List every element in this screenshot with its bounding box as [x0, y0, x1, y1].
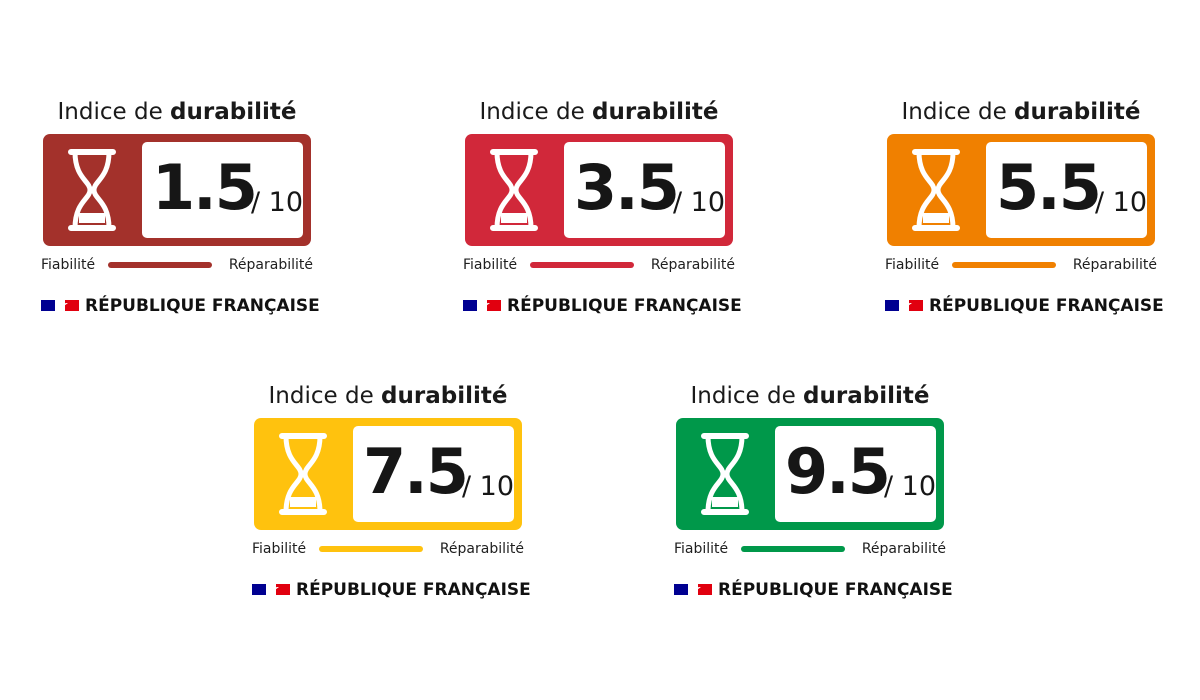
right-criterion: Réparabilité	[650, 257, 735, 273]
score-panel: 5.5 / 10	[986, 142, 1147, 238]
hourglass-icon	[701, 433, 749, 515]
republic-text: RÉPUBLIQUE FRANÇAISE	[296, 580, 531, 600]
republic-footer: RÉPUBLIQUE FRANÇAISE	[674, 580, 953, 600]
label-title: Indice de durabilité	[252, 381, 524, 411]
criteria-bar	[741, 546, 845, 552]
durability-label-1-5: Indice de durabilité 1.5 / 10 Fiabilité …	[41, 97, 320, 322]
score-value: 3.5	[574, 151, 680, 224]
score-value: 9.5	[785, 435, 891, 508]
title-strong: durabilité	[803, 383, 930, 409]
durability-label-5-5: Indice de durabilité 5.5 / 10 Fiabilité …	[885, 97, 1164, 322]
left-criterion: Fiabilité	[252, 541, 307, 557]
score-max: / 10	[673, 187, 726, 218]
hourglass-panel	[676, 418, 774, 530]
left-criterion: Fiabilité	[463, 257, 518, 273]
title-prefix: Indice de	[268, 383, 382, 409]
title-strong: durabilité	[170, 99, 297, 125]
score-panel: 7.5 / 10	[353, 426, 514, 522]
score-panel: 1.5 / 10	[142, 142, 303, 238]
score-max: / 10	[1095, 187, 1148, 218]
title-strong: durabilité	[1014, 99, 1141, 125]
criteria-bar	[952, 262, 1056, 268]
criteria-row: Fiabilité Réparabilité	[41, 257, 313, 273]
left-criterion: Fiabilité	[41, 257, 96, 273]
french-flag-icon	[252, 584, 290, 595]
label-title: Indice de durabilité	[463, 97, 735, 127]
hourglass-panel	[465, 134, 563, 246]
hourglass-icon	[912, 149, 960, 231]
republic-text: RÉPUBLIQUE FRANÇAISE	[85, 296, 320, 316]
title-prefix: Indice de	[901, 99, 1015, 125]
score-panel: 3.5 / 10	[564, 142, 725, 238]
republic-text: RÉPUBLIQUE FRANÇAISE	[718, 580, 953, 600]
criteria-row: Fiabilité Réparabilité	[252, 541, 524, 557]
republic-text: RÉPUBLIQUE FRANÇAISE	[929, 296, 1164, 316]
title-strong: durabilité	[592, 99, 719, 125]
score-card: 5.5 / 10	[887, 134, 1155, 246]
hourglass-panel	[887, 134, 985, 246]
right-criterion: Réparabilité	[1072, 257, 1157, 273]
title-prefix: Indice de	[57, 99, 171, 125]
title-strong: durabilité	[381, 383, 508, 409]
republic-footer: RÉPUBLIQUE FRANÇAISE	[885, 296, 1164, 316]
score-card: 1.5 / 10	[43, 134, 311, 246]
republic-footer: RÉPUBLIQUE FRANÇAISE	[41, 296, 320, 316]
criteria-bar	[319, 546, 423, 552]
left-criterion: Fiabilité	[674, 541, 729, 557]
title-prefix: Indice de	[690, 383, 804, 409]
label-title: Indice de durabilité	[41, 97, 313, 127]
republic-footer: RÉPUBLIQUE FRANÇAISE	[252, 580, 531, 600]
score-max: / 10	[251, 187, 304, 218]
label-title: Indice de durabilité	[674, 381, 946, 411]
left-criterion: Fiabilité	[885, 257, 940, 273]
score-max: / 10	[462, 471, 515, 502]
criteria-bar	[530, 262, 634, 268]
score-max: / 10	[884, 471, 937, 502]
score-card: 9.5 / 10	[676, 418, 944, 530]
republic-footer: RÉPUBLIQUE FRANÇAISE	[463, 296, 742, 316]
criteria-row: Fiabilité Réparabilité	[463, 257, 735, 273]
durability-label-7-5: Indice de durabilité 7.5 / 10 Fiabilité …	[252, 381, 531, 606]
french-flag-icon	[463, 300, 501, 311]
right-criterion: Réparabilité	[228, 257, 313, 273]
durability-label-9-5: Indice de durabilité 9.5 / 10 Fiabilité …	[674, 381, 953, 606]
durability-label-3-5: Indice de durabilité 3.5 / 10 Fiabilité …	[463, 97, 742, 322]
score-value: 1.5	[152, 151, 258, 224]
score-card: 3.5 / 10	[465, 134, 733, 246]
hourglass-panel	[254, 418, 352, 530]
hourglass-icon	[490, 149, 538, 231]
hourglass-panel	[43, 134, 141, 246]
label-title: Indice de durabilité	[885, 97, 1157, 127]
score-card: 7.5 / 10	[254, 418, 522, 530]
hourglass-icon	[68, 149, 116, 231]
right-criterion: Réparabilité	[439, 541, 524, 557]
score-value: 5.5	[996, 151, 1102, 224]
french-flag-icon	[885, 300, 923, 311]
french-flag-icon	[41, 300, 79, 311]
right-criterion: Réparabilité	[861, 541, 946, 557]
title-prefix: Indice de	[479, 99, 593, 125]
criteria-row: Fiabilité Réparabilité	[885, 257, 1157, 273]
hourglass-icon	[279, 433, 327, 515]
score-panel: 9.5 / 10	[775, 426, 936, 522]
french-flag-icon	[674, 584, 712, 595]
republic-text: RÉPUBLIQUE FRANÇAISE	[507, 296, 742, 316]
score-value: 7.5	[363, 435, 469, 508]
criteria-row: Fiabilité Réparabilité	[674, 541, 946, 557]
criteria-bar	[108, 262, 212, 268]
